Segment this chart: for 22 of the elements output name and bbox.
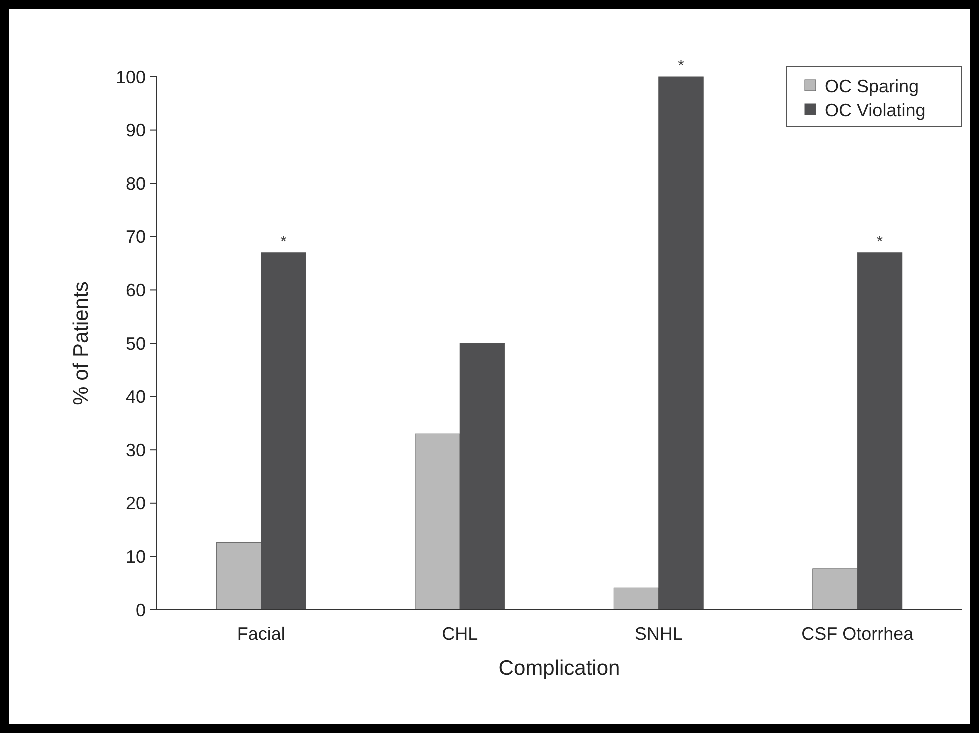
y-tick-label: 60 — [126, 280, 146, 300]
x-axis-title: Complication — [498, 657, 620, 680]
x-tick-label: CSF Otorrhea — [802, 624, 915, 644]
annotation: * — [678, 58, 684, 75]
y-tick-label: 30 — [126, 440, 146, 460]
y-tick-label: 50 — [126, 334, 146, 354]
legend-label: OC Violating — [825, 100, 926, 120]
y-tick-label: 90 — [126, 120, 146, 141]
x-tick-label: SNHL — [634, 624, 683, 644]
annotation: * — [876, 234, 884, 251]
y-axis-title: % of Patients — [70, 282, 93, 406]
y-tick-label: 80 — [126, 174, 146, 194]
legend-label: OC Sparing — [825, 76, 920, 96]
annotation: * — [280, 234, 287, 251]
y-tick-label: 40 — [126, 387, 146, 408]
y-tick-label: 100 — [116, 67, 146, 88]
y-tick-label: 20 — [126, 494, 146, 514]
y-tick-label: 10 — [126, 547, 146, 567]
x-tick-label: Facial — [237, 624, 286, 644]
y-tick-label: 70 — [126, 227, 146, 248]
x-tick-label: CHL — [442, 624, 478, 644]
y-tick-label: 0 — [136, 600, 146, 620]
